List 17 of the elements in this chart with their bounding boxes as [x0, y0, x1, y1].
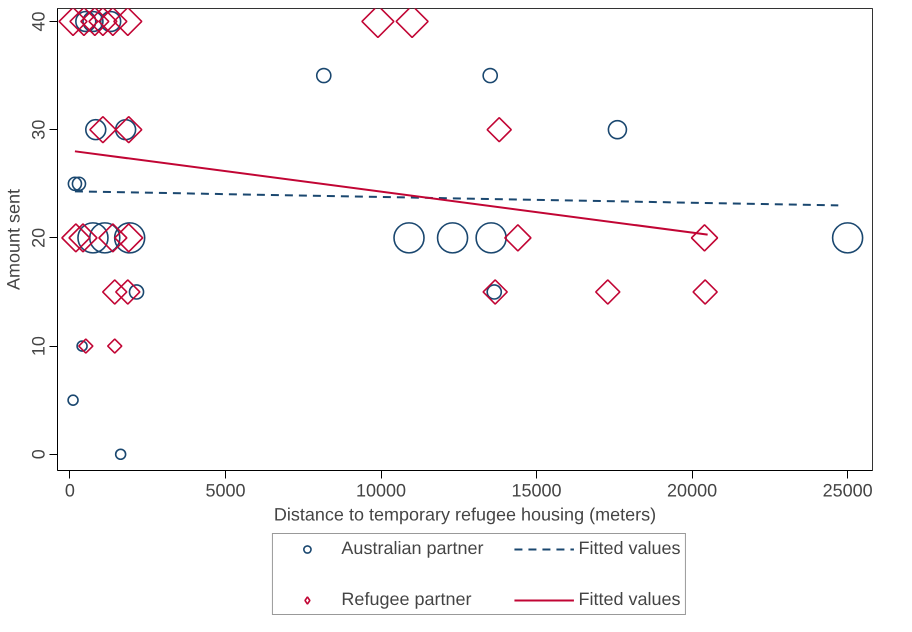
- y-tick-label: 20: [28, 228, 48, 248]
- x-tick-label: 0: [64, 480, 75, 500]
- x-tick-label: 20000: [667, 480, 718, 500]
- legend-label: Australian partner: [341, 538, 484, 559]
- x-tick-label: 5000: [205, 480, 246, 500]
- x-tick-label: 15000: [512, 480, 562, 500]
- x-tick-label: 25000: [822, 480, 873, 500]
- legend-label: Fitted values: [578, 538, 681, 559]
- x-axis-title: Distance to temporary refugee housing (meters): [274, 504, 656, 524]
- y-tick-label: 30: [28, 120, 48, 140]
- legend-label: Refugee partner: [341, 589, 472, 610]
- legend-label: Fitted values: [578, 589, 681, 610]
- y-tick-label: 0: [28, 449, 48, 460]
- x-tick-label: 10000: [356, 480, 406, 500]
- y-axis-title: Amount sent: [4, 188, 24, 290]
- y-tick-label: 10: [28, 336, 48, 356]
- y-tick-label: 40: [28, 11, 48, 32]
